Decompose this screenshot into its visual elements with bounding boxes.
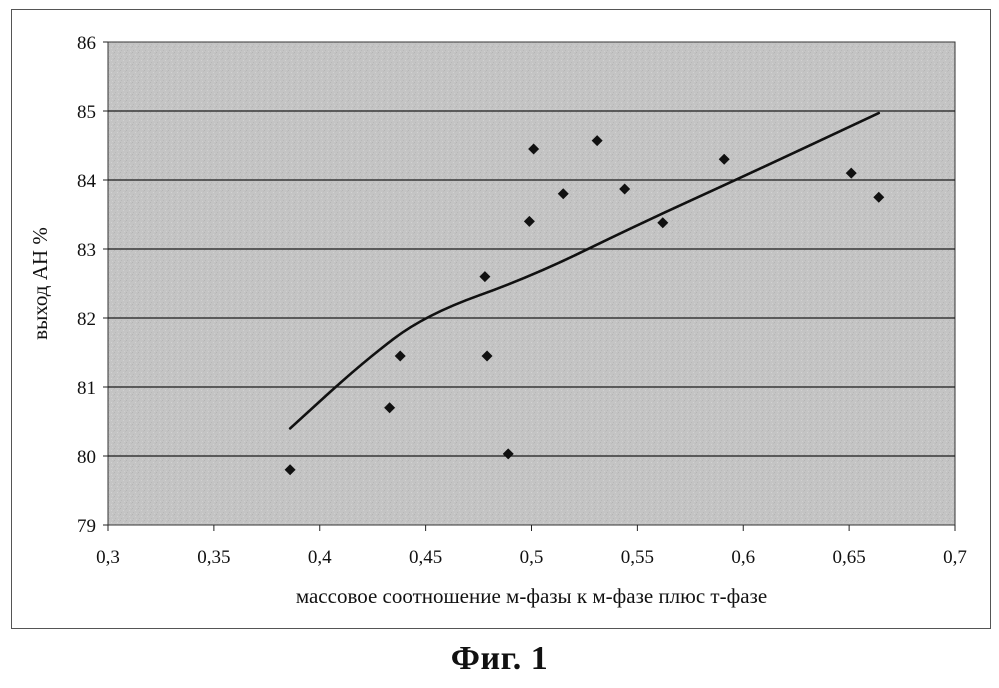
- y-tick-label: 86: [77, 33, 96, 54]
- y-tick-label: 80: [77, 447, 96, 468]
- y-tick-label: 82: [77, 309, 96, 330]
- x-tick-label: 0,6: [731, 547, 755, 568]
- y-tick-label: 79: [77, 516, 96, 537]
- y-axis-title: выход АН %: [28, 227, 52, 340]
- figure-frame: 79 80 81 82 83 84 85 86 0,3 0,35 0,4 0,45 0,5 0,55 0,6…: [11, 9, 991, 629]
- x-tick-label: 0,45: [409, 547, 442, 568]
- scatter-chart: 79 80 81 82 83 84 85 86 0,3 0,35 0,4 0,45 0,5 0,55 0,6…: [12, 10, 990, 628]
- y-tick-label: 81: [77, 378, 96, 399]
- figure-caption: Фиг. 1: [0, 640, 999, 678]
- x-tick-label: 0,7: [943, 547, 967, 568]
- x-tick-label: 0,65: [833, 547, 866, 568]
- x-tick-label: 0,3: [96, 547, 120, 568]
- x-axis-title: массовое соотношение м-фазы к м-фазе плю…: [296, 584, 767, 608]
- y-tick-label: 85: [77, 102, 96, 123]
- y-tick-label: 84: [77, 171, 97, 192]
- plot-area: [108, 42, 955, 525]
- x-tick-label: 0,35: [197, 547, 230, 568]
- x-tick-label: 0,55: [621, 547, 654, 568]
- x-tick-label: 0,4: [308, 547, 332, 568]
- x-tick-label: 0,5: [520, 547, 544, 568]
- y-tick-label: 83: [77, 240, 96, 261]
